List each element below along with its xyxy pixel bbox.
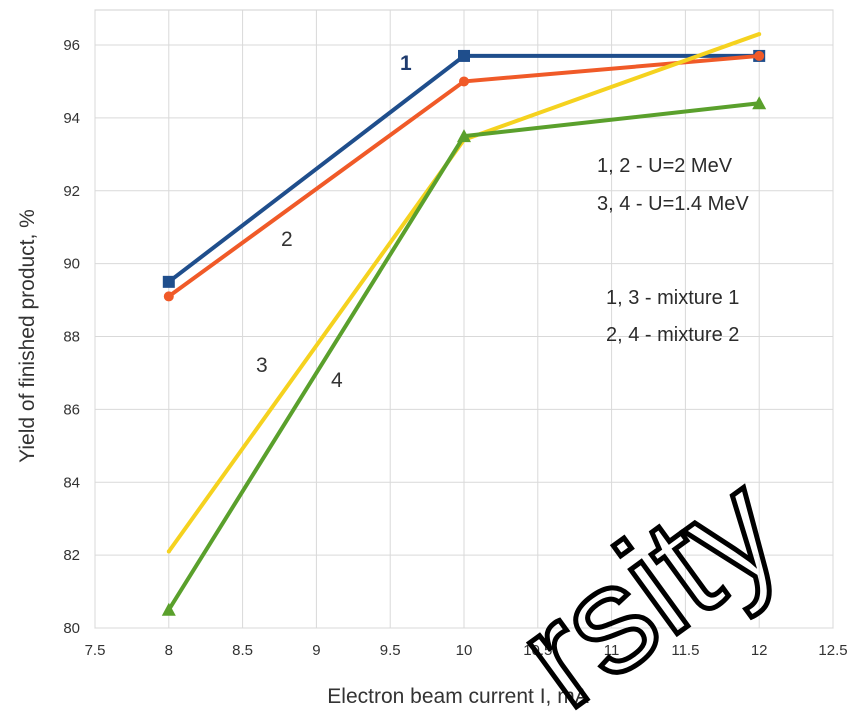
x-tick-label: 12 <box>751 642 768 659</box>
y-tick-label: 80 <box>63 620 80 637</box>
series-label-2: 2 <box>281 228 293 251</box>
grid <box>94 9 834 629</box>
data-point-4 <box>457 129 471 143</box>
data-point-2 <box>459 76 469 87</box>
y-tick-label: 92 <box>63 183 80 200</box>
x-tick-label: 9.5 <box>380 642 401 659</box>
x-tick-label: 10 <box>456 642 473 659</box>
y-tick-label: 96 <box>63 37 80 54</box>
y-tick-label: 82 <box>63 547 80 564</box>
data-point-2 <box>754 50 765 61</box>
x-tick-label: 7.5 <box>85 642 106 659</box>
x-tick-label: 12.5 <box>818 642 847 659</box>
y-tick-label: 86 <box>63 401 80 418</box>
x-tick-label: 11.5 <box>671 642 699 659</box>
series-label-3: 3 <box>256 354 268 377</box>
data-point-3 <box>757 32 762 37</box>
y-tick-label: 90 <box>63 256 80 273</box>
x-tick-label: 10.5 <box>523 642 552 659</box>
annotation-voltage-2mev: 1, 2 - U=2 MeV <box>597 155 733 177</box>
series-label-1: 1 <box>400 52 412 75</box>
y-tick-label: 94 <box>63 110 80 127</box>
axes: 7.5 8 8.5 9 9.5 10 10.5 11 11.5 12 12.580828486889… <box>63 37 847 659</box>
x-tick-label: 8 <box>165 642 173 659</box>
x-tick-label: 8.5 <box>232 642 253 659</box>
annotation-mixture-2: 2, 4 - mixture 2 <box>606 324 739 346</box>
data-point-1 <box>162 275 175 288</box>
data-point-2 <box>163 291 174 302</box>
x-tick-label: 9 <box>312 642 320 659</box>
plot-series <box>161 32 767 616</box>
y-tick-label: 88 <box>63 329 80 346</box>
annotation-voltage-1-4mev: 3, 4 - U=1.4 MeV <box>597 193 749 215</box>
data-point-1 <box>458 49 470 62</box>
x-axis-label: Electron beam current I, mA <box>327 685 588 708</box>
x-tick-label: 11 <box>604 642 620 659</box>
data-point-3 <box>166 549 171 554</box>
annotation-mixture-1: 1, 3 - mixture 1 <box>606 287 739 309</box>
y-axis-label: Yield of finished product, % <box>16 209 39 463</box>
y-tick-label: 84 <box>63 474 80 491</box>
series-label-4: 4 <box>331 369 343 392</box>
data-point-4 <box>161 602 176 616</box>
data-point-4 <box>752 96 767 110</box>
